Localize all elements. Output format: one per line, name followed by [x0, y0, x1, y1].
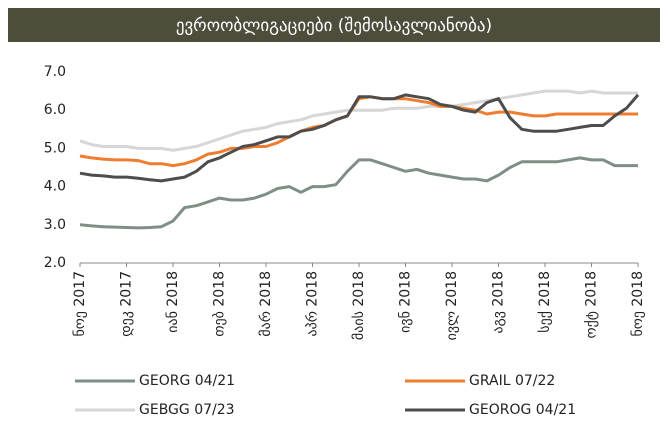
series-line [79, 93, 640, 183]
title-band [8, 8, 660, 42]
x-tick-label: ოქტ 2018 [584, 271, 600, 338]
x-tick-label: ნოე 2018 [630, 271, 646, 337]
legend-label: GEORG 04/21 [139, 373, 235, 389]
y-tick-label: 5.0 [44, 140, 66, 156]
y-tick-label: 7.0 [44, 64, 66, 80]
x-tick-label: აგვ 2018 [491, 271, 507, 334]
x-tick-label: იან 2018 [165, 271, 181, 333]
series-line [79, 89, 638, 152]
x-tick-label: თებ 2018 [212, 271, 228, 337]
legend-label: GEBGG 07/23 [139, 402, 235, 418]
x-tick-label: ივლ 2018 [444, 271, 460, 340]
x-tick-label: ივნ 2018 [398, 271, 414, 333]
y-tick-label: 6.0 [44, 102, 66, 118]
x-tick-label: აპრ 2018 [304, 271, 321, 336]
x-tick-label: ნოე 2017 [72, 271, 88, 337]
x-tick-label: მაის 2018 [351, 271, 367, 340]
chart-title: ევროობლიგაციები (შემოსავლიანობა) [176, 16, 492, 36]
y-tick-label: 2.0 [44, 255, 66, 271]
legend-label: GEOROG 04/21 [469, 402, 576, 418]
y-tick-label: 4.0 [44, 179, 66, 195]
x-tick-label: დეკ 2017 [119, 271, 135, 337]
x-tick-label: მარ 2018 [257, 271, 274, 337]
legend-label: GRAIL 07/22 [469, 373, 555, 389]
x-tick-label: სექ 2018 [537, 271, 553, 333]
y-tick-label: 3.0 [44, 217, 66, 233]
series-line [79, 156, 638, 230]
